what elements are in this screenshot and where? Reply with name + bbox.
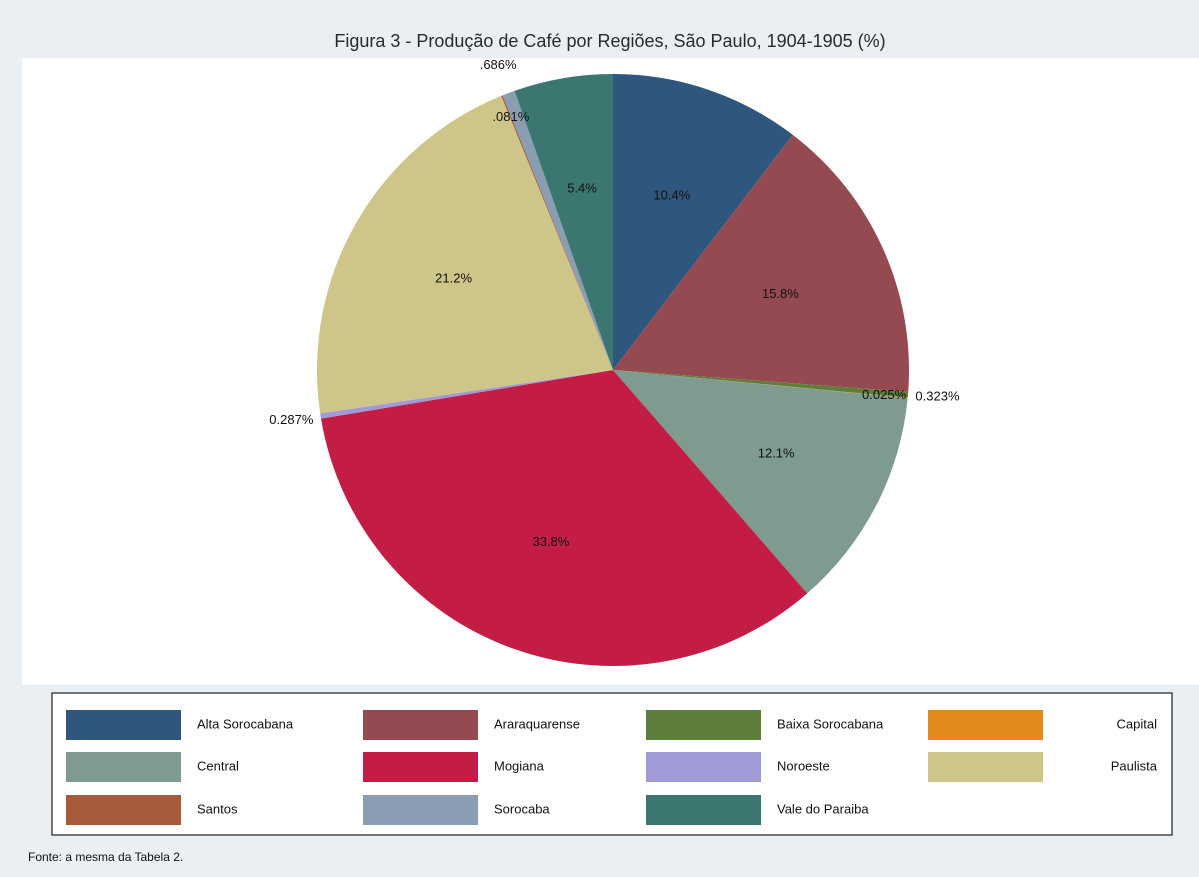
- pie-slice: [613, 134, 910, 392]
- legend-label: Noroeste: [777, 758, 830, 773]
- slice-label: 33.8%: [532, 534, 569, 549]
- slice-label: 0.025%: [862, 387, 907, 402]
- footnote: Fonte: a mesma da Tabela 2.: [28, 850, 183, 864]
- pie-slice: [613, 370, 908, 594]
- legend-label: Vale do Paraiba: [777, 801, 869, 816]
- legend-swatch: [928, 710, 1043, 740]
- chart-title: Figura 3 - Produção de Café por Regiões,…: [334, 31, 885, 51]
- legend-label: Sorocaba: [494, 801, 550, 816]
- legend-label: Central: [197, 758, 239, 773]
- legend-swatch: [646, 795, 761, 825]
- pie-slice: [613, 370, 909, 398]
- pie-slice: [316, 95, 613, 414]
- pie-slice: [320, 370, 613, 419]
- slice-label: 0.287%: [269, 412, 314, 427]
- slice-label: 15.8%: [762, 286, 799, 301]
- slice-label: 5.4%: [567, 181, 597, 196]
- legend-label: Araraquarense: [494, 716, 580, 731]
- slice-label: 12.1%: [758, 445, 795, 460]
- legend-swatch: [66, 710, 181, 740]
- slice-label: 0.323%: [915, 389, 960, 404]
- legend-swatch: [646, 710, 761, 740]
- legend-label: Baixa Sorocabana: [777, 716, 884, 731]
- legend-swatch: [363, 710, 478, 740]
- slice-label: 21.2%: [435, 271, 472, 286]
- legend-label: Santos: [197, 801, 238, 816]
- slice-label: .081%: [492, 109, 529, 124]
- pie-slice: [321, 370, 808, 667]
- pie-slice: [613, 74, 793, 370]
- slice-label: .686%: [480, 57, 517, 72]
- pie-slice: [501, 95, 613, 371]
- legend-swatch: [363, 795, 478, 825]
- legend-label: Alta Sorocabana: [197, 716, 294, 731]
- legend-swatch: [66, 795, 181, 825]
- legend-swatch: [66, 752, 181, 782]
- pie-slice: [514, 74, 613, 370]
- legend-swatch: [363, 752, 478, 782]
- legend-label: Paulista: [1111, 758, 1158, 773]
- legend-swatch: [646, 752, 761, 782]
- legend-swatch: [928, 752, 1043, 782]
- legend-label: Mogiana: [494, 758, 545, 773]
- pie-slice: [613, 370, 908, 399]
- legend-label: Capital: [1117, 716, 1158, 731]
- pie-slice: [502, 90, 613, 370]
- slice-label: 10.4%: [653, 188, 690, 203]
